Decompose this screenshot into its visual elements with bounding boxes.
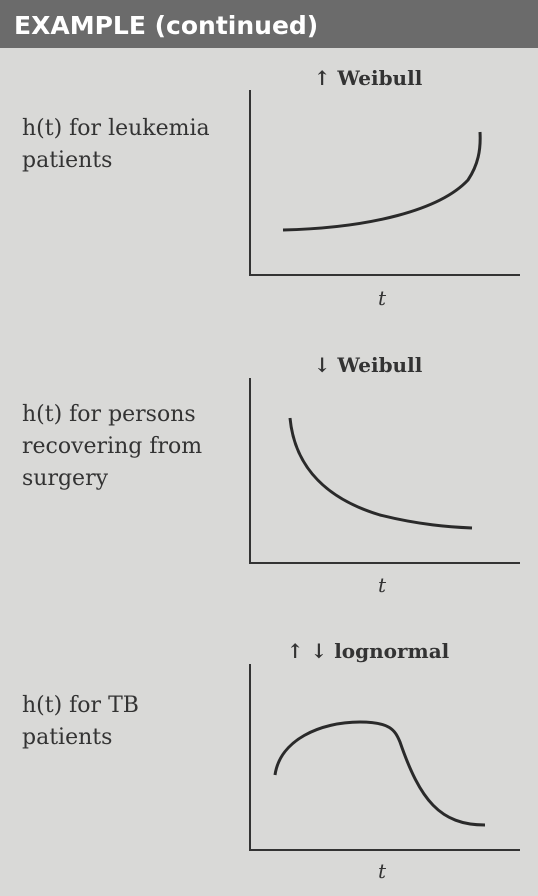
panel-label: recovering from <box>22 434 202 459</box>
axes <box>249 664 520 851</box>
panel-title: ↑ ↓ lognormal <box>287 639 450 663</box>
curve <box>282 131 482 232</box>
axes <box>249 90 520 276</box>
curve <box>288 417 473 530</box>
curve <box>273 720 486 827</box>
panel-label: surgery <box>22 466 109 491</box>
panel-label: h(t) for TB <box>22 693 139 718</box>
axes <box>249 378 520 564</box>
panel-title: ↑ Weibull <box>314 66 423 90</box>
panel-label: h(t) for leukemia <box>22 116 210 141</box>
panel-label: patients <box>22 148 112 173</box>
x-axis-label: t <box>378 859 387 883</box>
panel-title: ↓ Weibull <box>314 353 423 377</box>
header-bar <box>0 0 538 48</box>
x-axis-label: t <box>378 286 387 310</box>
x-axis-label: t <box>378 573 387 597</box>
panel-label: patients <box>22 725 112 750</box>
panel-label: h(t) for persons <box>22 402 196 427</box>
header-title: EXAMPLE (continued) <box>14 11 318 40</box>
